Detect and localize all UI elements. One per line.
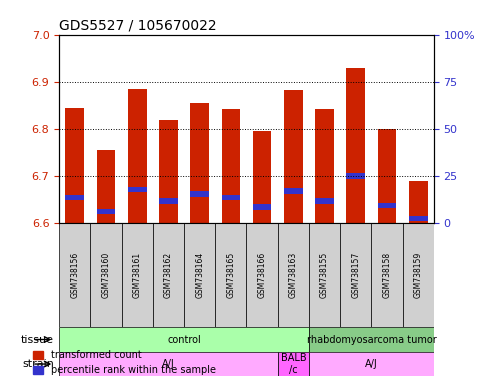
Text: strain: strain: [22, 359, 54, 369]
Text: GSM738161: GSM738161: [133, 252, 141, 298]
FancyBboxPatch shape: [371, 223, 403, 327]
FancyBboxPatch shape: [90, 223, 122, 327]
Text: rhabdomyosarcoma tumor: rhabdomyosarcoma tumor: [307, 334, 436, 344]
Text: GSM738163: GSM738163: [289, 252, 298, 298]
Bar: [347, 68, 365, 223]
FancyBboxPatch shape: [403, 223, 434, 327]
Bar: [66, 108, 84, 223]
FancyBboxPatch shape: [59, 223, 90, 327]
FancyBboxPatch shape: [278, 223, 309, 327]
Bar: [221, 195, 240, 200]
Bar: [378, 203, 396, 208]
Bar: [97, 150, 115, 223]
FancyBboxPatch shape: [122, 223, 153, 327]
Bar: [378, 129, 396, 223]
Bar: [315, 198, 334, 204]
Legend: transformed count, percentile rank within the sample: transformed count, percentile rank withi…: [30, 346, 220, 379]
FancyBboxPatch shape: [309, 352, 434, 376]
FancyBboxPatch shape: [278, 352, 309, 376]
Text: GSM738155: GSM738155: [320, 252, 329, 298]
FancyBboxPatch shape: [309, 223, 340, 327]
FancyBboxPatch shape: [340, 223, 371, 327]
Bar: [128, 89, 146, 223]
Bar: [347, 173, 365, 179]
Bar: [253, 204, 272, 210]
Bar: [409, 216, 427, 222]
Bar: [97, 209, 115, 214]
FancyBboxPatch shape: [59, 327, 309, 352]
Text: GSM738158: GSM738158: [383, 252, 391, 298]
FancyBboxPatch shape: [59, 352, 278, 376]
Text: GSM738156: GSM738156: [70, 252, 79, 298]
Text: GSM738159: GSM738159: [414, 252, 423, 298]
Text: tissue: tissue: [21, 334, 54, 344]
Text: GSM738157: GSM738157: [352, 252, 360, 298]
Text: GSM738166: GSM738166: [258, 252, 267, 298]
Bar: [409, 181, 427, 223]
FancyBboxPatch shape: [153, 223, 184, 327]
FancyBboxPatch shape: [184, 223, 215, 327]
Bar: [66, 195, 84, 200]
Text: BALB
/c: BALB /c: [281, 353, 306, 375]
Bar: [315, 109, 334, 223]
Text: GSM738160: GSM738160: [102, 252, 110, 298]
Text: GSM738164: GSM738164: [195, 252, 204, 298]
Bar: [284, 189, 303, 194]
Bar: [159, 119, 178, 223]
Text: GSM738165: GSM738165: [226, 252, 235, 298]
Bar: [190, 103, 209, 223]
FancyBboxPatch shape: [215, 223, 246, 327]
Text: A/J: A/J: [162, 359, 175, 369]
Text: control: control: [167, 334, 201, 344]
FancyBboxPatch shape: [309, 327, 434, 352]
Bar: [221, 109, 240, 223]
Text: GSM738162: GSM738162: [164, 252, 173, 298]
Text: A/J: A/J: [365, 359, 378, 369]
FancyBboxPatch shape: [246, 223, 278, 327]
Bar: [159, 198, 178, 204]
Bar: [128, 187, 146, 192]
Text: GDS5527 / 105670022: GDS5527 / 105670022: [59, 18, 217, 32]
Bar: [284, 90, 303, 223]
Bar: [253, 131, 272, 223]
Bar: [190, 191, 209, 197]
